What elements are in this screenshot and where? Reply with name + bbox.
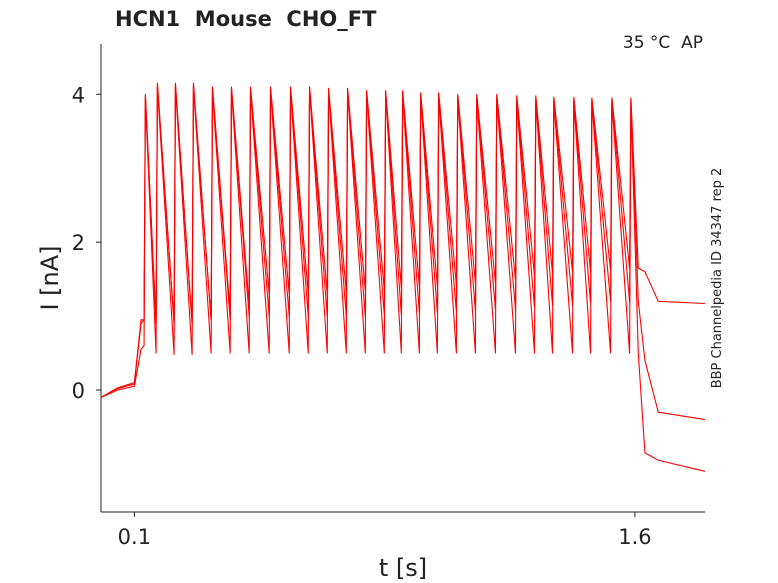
side-label: BBP Channelpedia ID 34347 rep 2	[710, 168, 725, 389]
trace	[100, 86, 706, 472]
y-tick-label: 4	[72, 83, 85, 107]
x-tick-label: 0.1	[118, 525, 151, 549]
annotation: 35 °C AP	[623, 33, 703, 53]
x-axis-label: t [s]	[379, 554, 427, 582]
x-tick-label: 1.6	[618, 525, 651, 549]
chart-title: HCN1 Mouse CHO_FT	[115, 7, 377, 31]
y-tick-label: 2	[72, 231, 85, 255]
y-axis-label: I [nA]	[36, 245, 64, 310]
y-tick-label: 0	[72, 379, 85, 403]
